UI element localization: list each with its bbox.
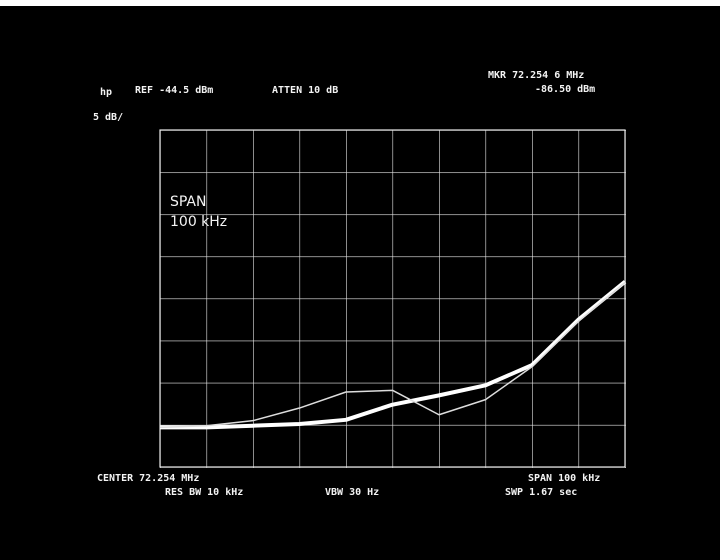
- scale: 5 dB/: [93, 112, 123, 123]
- brand: hp: [100, 87, 112, 98]
- ref-level: REF -44.5 dBm: [135, 85, 213, 96]
- sweep-time: SWP 1.67 sec: [505, 487, 577, 498]
- marker-frequency: MKR 72.254 6 MHz: [488, 70, 584, 81]
- attenuation: ATTEN 10 dB: [272, 85, 338, 96]
- graticule: [160, 130, 626, 468]
- marker-level: -86.50 dBm: [535, 84, 595, 95]
- span-value: 100 kHz: [170, 214, 227, 230]
- analyzer-screen: hp REF -44.5 dBm ATTEN 10 dB MKR 72.254 …: [0, 0, 720, 560]
- resolution-bandwidth: RES BW 10 kHz: [165, 487, 243, 498]
- span: SPAN 100 kHz: [528, 473, 600, 484]
- video-bandwidth: VBW 30 Hz: [325, 487, 379, 498]
- center-frequency: CENTER 72.254 MHz: [97, 473, 199, 484]
- span-label: SPAN: [170, 194, 206, 210]
- photo-edge: [0, 0, 720, 6]
